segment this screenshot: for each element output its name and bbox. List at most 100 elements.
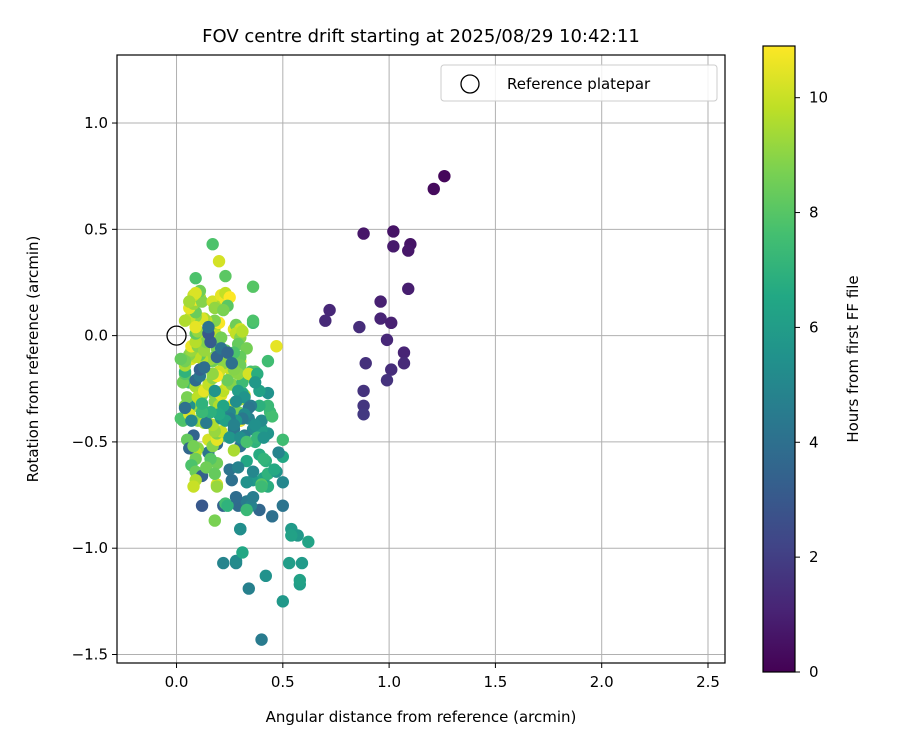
colorbar-label: Hours from first FF file <box>844 275 862 442</box>
data-point <box>387 225 400 238</box>
x-tick-label: 2.5 <box>696 673 720 691</box>
data-point <box>236 546 249 559</box>
data-point <box>293 573 307 587</box>
y-tick-label: 0.5 <box>84 220 108 238</box>
colorbar-ticks: 0 2 4 6 8 10 <box>795 89 828 681</box>
data-point <box>261 399 275 412</box>
data-point <box>221 346 234 359</box>
data-point <box>276 476 290 489</box>
data-point <box>217 556 230 570</box>
data-point <box>257 452 270 466</box>
data-point <box>276 433 290 446</box>
data-point <box>225 357 238 370</box>
data-point <box>242 582 256 595</box>
data-point <box>223 431 236 444</box>
data-point <box>319 314 332 327</box>
data-point <box>357 384 370 398</box>
data-point <box>385 363 398 376</box>
data-point <box>402 282 415 296</box>
data-point <box>219 269 232 283</box>
data-point <box>174 352 187 366</box>
data-point <box>234 522 247 536</box>
data-point <box>189 272 202 285</box>
data-point <box>195 405 209 419</box>
data-point <box>206 367 219 381</box>
x-axis-label: Angular distance from reference (arcmin) <box>266 708 577 726</box>
data-point <box>221 374 234 387</box>
data-point <box>214 331 228 344</box>
data-point <box>380 374 394 387</box>
data-point <box>248 376 262 389</box>
data-point <box>229 395 243 408</box>
data-point <box>240 435 253 449</box>
data-point <box>178 314 192 327</box>
data-point <box>261 354 275 368</box>
data-point <box>374 312 387 325</box>
grid-lines <box>117 55 725 663</box>
plot-frame <box>116 54 726 664</box>
colorbar-tick-label: 0 <box>809 663 819 681</box>
data-point <box>183 295 196 308</box>
data-point <box>268 463 281 476</box>
data-point <box>202 320 215 334</box>
data-point <box>180 391 194 404</box>
data-point <box>200 416 213 429</box>
data-point <box>195 397 209 410</box>
y-tick-label: −0.5 <box>72 433 108 451</box>
data-point <box>208 514 221 527</box>
data-point <box>270 340 283 353</box>
data-point <box>185 414 198 427</box>
data-point <box>246 314 260 327</box>
x-tick-label: 1.5 <box>483 673 507 691</box>
data-point <box>380 333 394 347</box>
data-point <box>285 529 298 542</box>
data-point <box>402 244 415 257</box>
data-point <box>397 357 411 370</box>
data-point <box>259 569 273 583</box>
data-point <box>187 480 200 493</box>
data-point <box>357 227 370 240</box>
data-point <box>210 480 224 493</box>
data-point <box>208 384 221 398</box>
y-tick-label: 0.0 <box>84 327 108 345</box>
data-point <box>231 461 245 474</box>
data-point <box>197 361 211 374</box>
data-point <box>253 399 266 412</box>
data-point <box>178 401 192 415</box>
data-point <box>242 367 256 381</box>
y-tick-label: −1.0 <box>72 539 108 557</box>
scatter-points <box>174 169 451 646</box>
x-tick-label: 1.0 <box>377 673 401 691</box>
data-point <box>240 503 253 517</box>
chart-title: FOV centre drift starting at 2025/08/29 … <box>202 26 640 47</box>
data-point <box>323 303 336 317</box>
y-axis-ticks: 1.0 0.5 0.0 −0.5 −1.0 −1.5 <box>72 114 117 663</box>
colorbar-tick-label: 2 <box>809 548 819 566</box>
data-point <box>240 454 253 468</box>
data-point <box>357 408 370 421</box>
data-point <box>397 346 411 359</box>
data-point <box>295 556 309 570</box>
x-tick-label: 2.0 <box>590 673 614 691</box>
data-point <box>276 499 290 512</box>
data-point <box>255 633 268 646</box>
data-point <box>227 418 241 432</box>
data-point <box>212 255 226 268</box>
data-point <box>248 418 262 432</box>
y-axis-label: Rotation from reference (arcmin) <box>24 236 42 483</box>
legend-marker <box>460 74 480 94</box>
data-point <box>282 556 296 570</box>
data-point <box>385 316 398 330</box>
data-point <box>438 169 451 183</box>
x-tick-label: 0.5 <box>271 673 295 691</box>
data-point <box>353 320 366 334</box>
data-point <box>195 295 209 308</box>
data-point <box>200 461 213 474</box>
y-tick-label: −1.5 <box>72 645 108 663</box>
data-point <box>217 303 230 317</box>
data-point <box>227 444 241 457</box>
data-point <box>359 357 372 370</box>
data-point <box>246 490 260 504</box>
data-point <box>276 595 290 608</box>
